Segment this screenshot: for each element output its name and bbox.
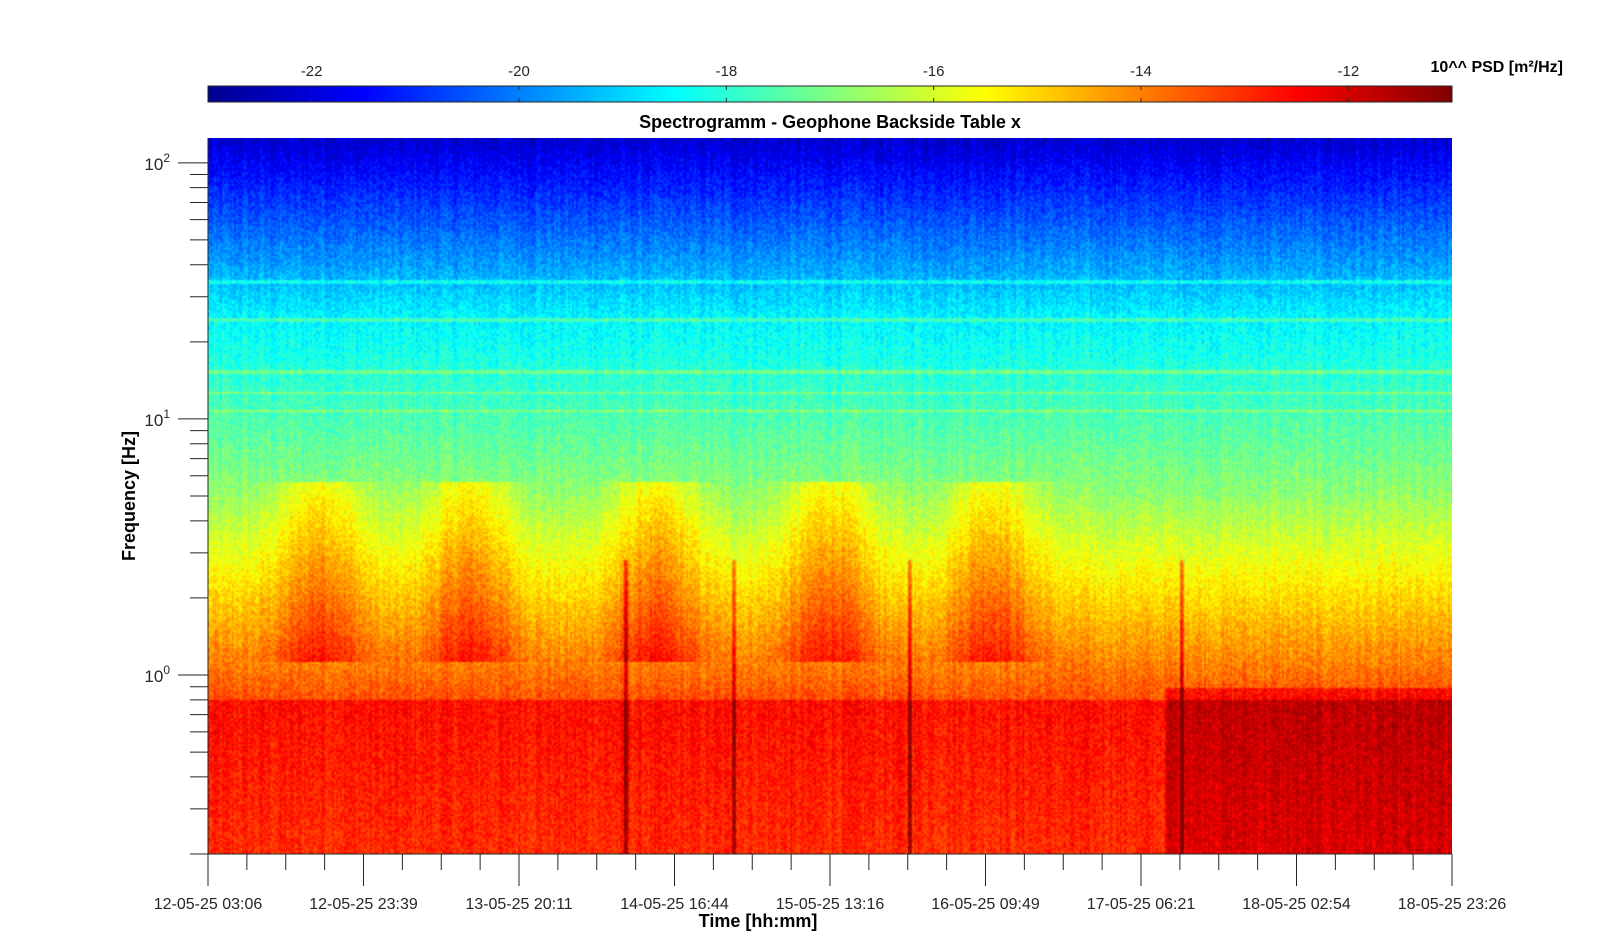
spectrogram-heatmap <box>208 138 1452 854</box>
colorbar-tick-label: -22 <box>301 63 323 80</box>
y-axis: 100 101 102 Frequency [Hz] <box>119 138 209 855</box>
x-axis: 12-05-25 03:06 12-05-25 23:39 13-05-25 20:… <box>154 853 1507 931</box>
y-axis-ticks: 100 101 102 <box>144 151 208 855</box>
x-tick-label: 12-05-25 23:39 <box>309 896 418 913</box>
colorbar-tick-label: -20 <box>508 63 530 80</box>
y-axis-label: Frequency [Hz] <box>119 431 139 561</box>
y-tick-label: 101 <box>144 407 170 430</box>
colorbar-ticks: -22 -20 -18 -16 -14 -12 <box>301 63 1359 102</box>
colorbar-tick-label: -16 <box>923 63 945 80</box>
x-tick-label: 15-05-25 13:16 <box>776 896 885 913</box>
x-tick-label: 17-05-25 06:21 <box>1087 896 1196 913</box>
chart-title: Spectrogramm - Geophone Backside Table x <box>639 112 1021 132</box>
x-axis-label: Time [hh:mm] <box>699 911 818 931</box>
x-tick-label: 14-05-25 16:44 <box>620 896 729 913</box>
x-tick-label: 16-05-25 09:49 <box>931 896 1040 913</box>
x-axis-ticks: 12-05-25 03:06 12-05-25 23:39 13-05-25 20:… <box>154 854 1507 913</box>
colorbar-tick-label: -14 <box>1130 63 1152 80</box>
colorbar-tick-label: -12 <box>1337 63 1359 80</box>
x-tick-label: 13-05-25 20:11 <box>465 896 572 913</box>
plot-area <box>208 138 1452 854</box>
colorbar-label: 10^^ PSD [m²/Hz] <box>1431 59 1563 76</box>
colorbar-tick-label: -18 <box>715 63 737 80</box>
y-tick-label: 102 <box>144 151 170 174</box>
colorbar: -22 -20 -18 -16 -14 -12 10^^ PSD [m²/Hz] <box>207 59 1563 103</box>
x-tick-label: 12-05-25 03:06 <box>154 896 263 913</box>
colorbar-gradient <box>207 85 1453 103</box>
y-tick-label: 100 <box>144 663 170 686</box>
x-tick-label: 18-05-25 23:26 <box>1398 896 1507 913</box>
x-tick-label: 18-05-25 02:54 <box>1242 896 1351 913</box>
